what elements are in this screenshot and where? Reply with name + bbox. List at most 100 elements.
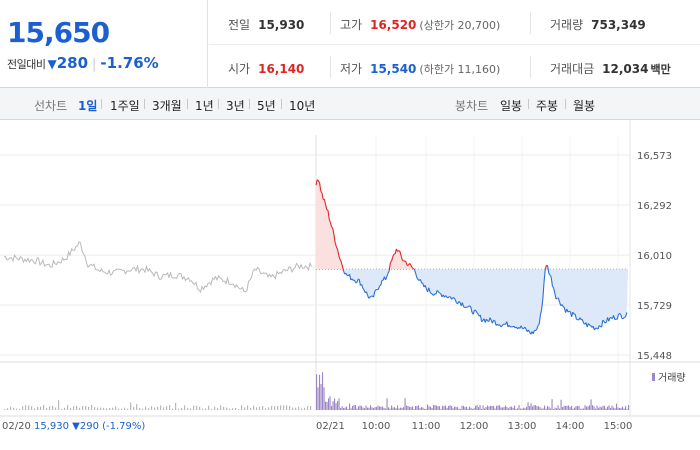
volume-bar [470, 407, 472, 410]
tab-candle-weekly[interactable]: 주봉 [536, 99, 559, 113]
price-line-segment [316, 179, 319, 182]
volume-bar [343, 408, 345, 410]
volume-bar [607, 406, 609, 410]
change-divider: | [92, 57, 97, 72]
prev-volume-bar [112, 407, 114, 410]
price-line-segment [353, 279, 357, 283]
tab-period-3m[interactable]: 3개월 [152, 99, 182, 113]
volume-bar [482, 405, 484, 410]
tab-candle-monthly[interactable]: 월봉 [573, 99, 596, 113]
price-line-segment [618, 312, 620, 315]
price-line-segment [593, 327, 597, 331]
volume-bar [512, 407, 514, 410]
tab-period-5y[interactable]: 5년 [257, 99, 276, 113]
tab-period-3y[interactable]: 3년 [226, 99, 245, 113]
prev-volume-bar [211, 408, 213, 410]
price-line-segment [369, 295, 372, 298]
prev-volume-bar [190, 408, 192, 410]
price-line-segment [598, 325, 601, 327]
volume-bar [338, 398, 340, 410]
price-line-segment [472, 310, 475, 315]
price-line-segment [604, 321, 607, 324]
prev-volume-bar [28, 405, 30, 410]
divider [530, 12, 531, 34]
price-line-segment [368, 296, 371, 299]
volume-bar [413, 408, 415, 410]
price-line-segment [333, 235, 336, 243]
volume-bar [475, 405, 477, 410]
volume-bar [542, 408, 544, 410]
volume-bar [424, 408, 426, 410]
prev-volume-bar [220, 405, 222, 410]
tab-period-1y[interactable]: 1년 [195, 99, 214, 113]
tab-candle-daily[interactable]: 일봉 [500, 99, 523, 113]
volume-bar [466, 406, 468, 410]
volume-bar [374, 407, 376, 410]
volume-bar [355, 405, 357, 410]
volume-bar [575, 406, 577, 410]
prev-volume-bar [124, 407, 126, 410]
price-line-segment [451, 297, 454, 300]
price-line-segment [461, 302, 465, 307]
prev-day-summary: 15,930 ▼290 (-1.79%) [34, 421, 145, 432]
volume-bar [319, 374, 321, 410]
volume-bar [434, 405, 436, 410]
prev-volume-bar [49, 406, 51, 410]
volume-bar [602, 405, 604, 410]
volume-bar [478, 407, 480, 410]
y-tick-label: 16,292 [637, 201, 672, 212]
price-line-segment [433, 293, 436, 296]
price-line-segment [321, 193, 324, 200]
volume-bar [563, 405, 565, 410]
volume-bar [493, 405, 495, 410]
divider [330, 12, 331, 34]
today-label: 02/21 [316, 421, 345, 432]
price-line-segment [406, 264, 409, 267]
price-line-segment [500, 325, 503, 328]
price-line-segment [579, 317, 582, 321]
volume-bar [395, 408, 397, 410]
volume-bar [353, 405, 355, 410]
down-triangle-icon: ▼ [47, 57, 57, 71]
price-line-segment [597, 325, 600, 330]
prev-volume-bar [259, 406, 261, 410]
price-line-segment [548, 273, 551, 276]
prev-volume-bar [7, 408, 9, 410]
prev-volume-bar [280, 405, 282, 410]
intraday-price-chart[interactable]: 16,573 16,292 16,010 15,729 15,448 거래량 02/20… [0, 120, 700, 450]
price-line-segment [538, 315, 541, 325]
tab-period-1d[interactable]: 1일 [78, 99, 98, 113]
prev-volume-bar [31, 406, 33, 410]
volume-bar [359, 405, 361, 410]
price-line-segment [391, 256, 394, 262]
tab-separator [528, 99, 529, 109]
volume-bar [326, 401, 328, 410]
tab-period-1w[interactable]: 1주일 [110, 99, 140, 113]
volume-bar [626, 408, 628, 410]
prev-volume-bar [13, 407, 15, 410]
price-line-segment [453, 297, 456, 300]
prev-volume-bar [94, 407, 96, 410]
volume-legend-swatch [652, 373, 655, 381]
volume-bar [316, 374, 318, 410]
prev-volume-bar [283, 405, 285, 410]
volume-bar [553, 408, 555, 410]
volume-bar [497, 405, 499, 410]
volume-bar [562, 407, 564, 410]
price-line-segment [549, 274, 552, 278]
price-line-segment [386, 273, 389, 277]
price-line-segment [622, 317, 625, 319]
tab-period-10y[interactable]: 10년 [289, 99, 316, 113]
volume-bar [620, 407, 622, 410]
prev-volume-bar [91, 404, 93, 410]
volume-bar [593, 406, 595, 410]
price-line-segment [551, 285, 555, 289]
price-line-segment [419, 279, 423, 284]
volume-bar [583, 408, 585, 410]
price-line-segment [319, 182, 322, 192]
prev-volume-bar [40, 406, 42, 410]
prev-volume-bar [208, 405, 210, 410]
price-line-segment [389, 260, 393, 263]
volume-bar [416, 405, 418, 410]
volume-bar [320, 383, 322, 410]
